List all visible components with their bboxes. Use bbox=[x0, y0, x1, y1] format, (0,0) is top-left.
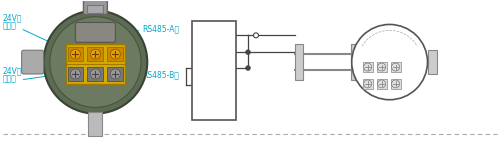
Circle shape bbox=[254, 33, 258, 38]
Bar bbox=[66, 44, 126, 84]
Text: RS485-B极: RS485-B极 bbox=[142, 70, 179, 80]
Circle shape bbox=[90, 49, 101, 59]
Circle shape bbox=[50, 17, 141, 107]
Bar bbox=[295, 44, 303, 80]
Bar bbox=[390, 62, 400, 72]
Bar bbox=[192, 20, 236, 120]
Bar bbox=[68, 67, 84, 81]
Text: B: B bbox=[197, 63, 203, 73]
Circle shape bbox=[44, 11, 148, 114]
Text: -24V: -24V bbox=[368, 91, 380, 96]
Circle shape bbox=[110, 49, 120, 59]
FancyBboxPatch shape bbox=[22, 50, 44, 74]
Text: 0V: 0V bbox=[197, 80, 209, 89]
Text: 24V电: 24V电 bbox=[2, 13, 22, 22]
Bar bbox=[428, 50, 438, 74]
Text: 24V电: 24V电 bbox=[2, 66, 22, 75]
Text: B: B bbox=[394, 91, 397, 96]
Bar bbox=[88, 5, 104, 13]
Bar bbox=[108, 67, 124, 81]
FancyBboxPatch shape bbox=[76, 22, 116, 42]
Circle shape bbox=[364, 80, 372, 88]
Bar bbox=[350, 44, 358, 80]
Circle shape bbox=[392, 63, 400, 71]
Circle shape bbox=[246, 50, 250, 55]
Circle shape bbox=[364, 63, 372, 71]
Bar bbox=[88, 112, 102, 136]
Bar bbox=[362, 62, 372, 72]
Bar bbox=[88, 67, 104, 81]
Bar bbox=[88, 47, 104, 61]
Circle shape bbox=[70, 69, 81, 79]
Circle shape bbox=[392, 80, 400, 88]
Circle shape bbox=[378, 63, 386, 71]
Circle shape bbox=[70, 49, 81, 59]
Bar bbox=[376, 79, 386, 89]
Bar bbox=[362, 79, 372, 89]
FancyBboxPatch shape bbox=[84, 0, 108, 15]
Text: 源正极: 源正极 bbox=[2, 21, 16, 30]
Text: 源负极: 源负极 bbox=[2, 74, 16, 83]
Text: +24V: +24V bbox=[197, 31, 222, 40]
Circle shape bbox=[246, 65, 250, 70]
Circle shape bbox=[378, 80, 386, 88]
Bar bbox=[108, 47, 124, 61]
Text: RS485-A极: RS485-A极 bbox=[142, 24, 180, 33]
Text: +24V: +24V bbox=[368, 52, 383, 57]
Circle shape bbox=[90, 69, 101, 79]
Text: A: A bbox=[197, 48, 203, 57]
Circle shape bbox=[110, 69, 120, 79]
Text: A: A bbox=[394, 52, 398, 57]
Bar bbox=[376, 62, 386, 72]
Bar bbox=[68, 47, 84, 61]
Text: +V  GND: +V GND bbox=[68, 76, 90, 81]
Bar bbox=[390, 79, 400, 89]
Circle shape bbox=[352, 24, 428, 100]
